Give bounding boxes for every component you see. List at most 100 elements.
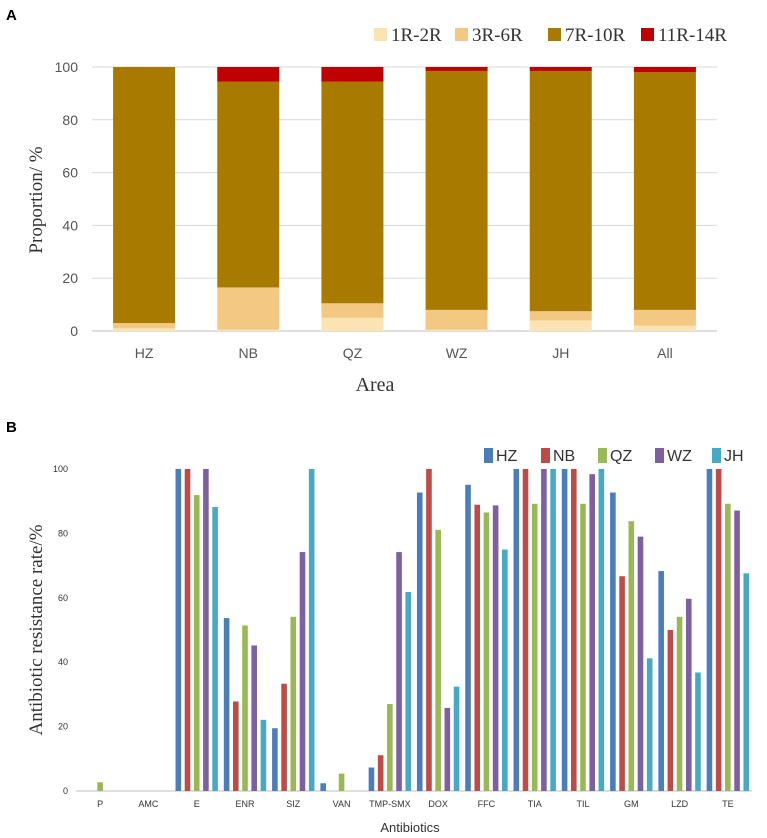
bar-segment-3R-6R-JH [529, 311, 592, 321]
bar-QZ-P [97, 782, 103, 791]
bar-QZ-TIA [531, 503, 538, 791]
legend-label-11R-14R: 11R-14R [658, 25, 727, 46]
legend-swatch-JH [712, 448, 721, 463]
chart-b-bars [97, 469, 750, 791]
bar-HZ-SIZ [272, 728, 278, 791]
bar-HZ-TMP-SMX [368, 767, 375, 791]
legend-label-HZ: HZ [496, 448, 518, 465]
legend-swatch-7R-10R [548, 28, 561, 41]
bar-WZ-FFC [492, 505, 499, 791]
chart-a-legend: 1R-2R 3R-6R 7R-10R 11R-14R [374, 25, 727, 46]
bar-segment-1R-2R-WZ [425, 329, 488, 331]
bar-WZ-E [203, 469, 209, 791]
bar-segment-3R-6R-All [633, 309, 696, 326]
legend-swatch-1R-2R [374, 28, 387, 41]
bar-NB-TE [715, 469, 722, 791]
chart-a-axes: 0 20 40 60 80 100 HZ NB QZ WZ JH All [55, 59, 717, 361]
chart-b-xtick-label: SIZ [286, 799, 301, 809]
legend-label-3R-6R: 3R-6R [472, 25, 523, 46]
bar-NB-SIZ [281, 683, 287, 791]
chart-a-xtick-label: HZ [135, 345, 154, 361]
bar-WZ-DOX [444, 707, 451, 791]
chart-b-xtick-label: TIA [528, 799, 542, 809]
legend-label-WZ: WZ [667, 448, 692, 465]
legend-swatch-NB [541, 448, 550, 463]
bar-HZ-DOX [416, 492, 423, 791]
bar-JH-LZD [695, 672, 701, 791]
chart-b-xtick-label: TIL [576, 799, 589, 809]
bar-HZ-E [175, 469, 182, 791]
bar-NB-TIL [571, 469, 577, 791]
bar-JH-DOX [453, 686, 460, 791]
chart-a-ytick-label: 20 [62, 270, 78, 286]
bar-WZ-TIL [589, 474, 595, 791]
bar-JH-FFC [502, 549, 508, 791]
bar-HZ-TIA [513, 469, 520, 791]
chart-a-ytick-label: 0 [70, 323, 78, 339]
chart-a-xtick-label: WZ [446, 345, 468, 361]
bar-HZ-LZD [658, 571, 664, 791]
chart-b-xtick-label: AMC [138, 799, 159, 809]
bar-segment-7R-10R-JH [529, 70, 592, 312]
bar-JH-TE [743, 573, 750, 791]
bar-WZ-LZD [685, 598, 692, 791]
bar-HZ-FFC [465, 484, 471, 791]
bar-QZ-TE [725, 503, 731, 791]
chart-b-xtick-label: FFC [478, 799, 496, 809]
bar-segment-3R-6R-HZ [113, 323, 176, 329]
chart-a-ylabel: Proportion/ % [26, 146, 47, 253]
chart-b-xtick-label: E [194, 799, 200, 809]
bar-segment-7R-10R-WZ [425, 70, 488, 310]
legend-label-QZ: QZ [610, 448, 632, 465]
bar-JH-ENR [260, 719, 267, 791]
bar-JH-TIL [598, 469, 605, 791]
bar-WZ-TE [734, 510, 740, 791]
chart-b-xtick-label: TE [722, 799, 734, 809]
chart-a-xtick-label: JH [552, 345, 569, 361]
bar-QZ-VAN [338, 773, 345, 791]
chart-b-xtick-label: GM [624, 799, 639, 809]
bar-NB-DOX [426, 469, 432, 791]
bar-segment-3R-6R-WZ [425, 309, 488, 330]
chart-a-ytick-label: 60 [62, 165, 78, 181]
chart-b-ytick-label: 60 [58, 593, 68, 603]
chart-b-ytick-label: 40 [58, 657, 68, 667]
bar-JH-E [212, 506, 218, 791]
legend-swatch-11R-14R [641, 28, 654, 41]
bar-NB-E [184, 469, 191, 791]
bar-segment-7R-10R-HZ [113, 67, 176, 324]
chart-a-ytick-label: 100 [55, 59, 79, 75]
bar-segment-11R-14R-NB [217, 67, 280, 82]
bar-JH-GM [646, 658, 653, 791]
chart-b-ytick-label: 100 [53, 464, 68, 474]
bar-segment-7R-10R-QZ [321, 81, 384, 304]
bar-segment-1R-2R-HZ [113, 328, 176, 331]
bar-NB-LZD [667, 630, 674, 791]
chart-b-xtick-label: DOX [428, 799, 448, 809]
chart-b-xtick-label: TMP-SMX [369, 799, 411, 809]
chart-b-xlabel: Antibiotics [380, 820, 440, 835]
legend-swatch-3R-6R [455, 28, 468, 41]
bar-WZ-TIA [541, 469, 547, 791]
bar-QZ-FFC [483, 512, 490, 791]
chart-a-ytick-label: 40 [62, 217, 78, 233]
legend-label-1R-2R: 1R-2R [391, 25, 442, 46]
bar-QZ-E [193, 495, 200, 791]
legend-label-NB: NB [553, 448, 575, 465]
panel-b-letter: B [6, 419, 17, 436]
chart-b-ytick-label: 20 [58, 722, 68, 732]
bar-segment-3R-6R-QZ [321, 303, 384, 318]
bar-WZ-ENR [251, 645, 257, 791]
bar-QZ-DOX [435, 529, 441, 791]
chart-b-xtick-label: P [97, 799, 103, 809]
chart-b-xtick-label: ENR [235, 799, 255, 809]
chart-a-xlabel: Area [356, 374, 395, 396]
bar-WZ-TMP-SMX [396, 552, 402, 791]
chart-b: B 0 20 40 60 80 100 P AMC E ENR SIZ VAN TMP-SMX DOX FF… [6, 419, 752, 835]
chart-a-xtick-label: All [657, 345, 673, 361]
bar-HZ-ENR [223, 618, 230, 791]
bar-QZ-GM [628, 521, 635, 791]
bar-HZ-TE [706, 469, 713, 791]
bar-JH-TIA [550, 469, 556, 791]
legend-swatch-WZ [655, 448, 664, 463]
